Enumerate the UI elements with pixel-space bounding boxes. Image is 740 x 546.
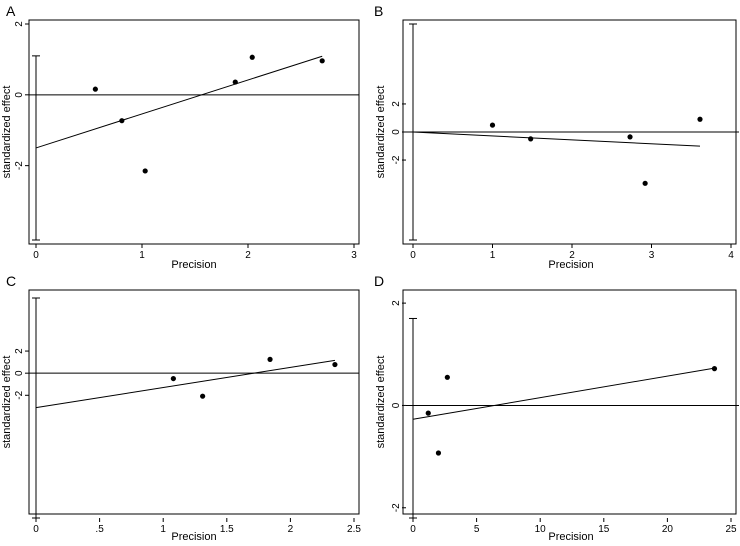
panel-d-data-point bbox=[425, 410, 431, 416]
panel-c-data-point bbox=[267, 356, 273, 362]
panel-d-data-point bbox=[444, 374, 450, 380]
panel-c-y-tick-label: -2 bbox=[14, 390, 25, 399]
panel-c-regression-line bbox=[35, 359, 335, 409]
panel-d: D Precision standardized effect 0 5 10 15 20… bbox=[374, 273, 739, 543]
panel-d-x-tick-label: 20 bbox=[662, 524, 674, 535]
panel-b-x-axis-title: Precision bbox=[548, 259, 593, 271]
panel-a-x-tick-label: 3 bbox=[351, 250, 357, 261]
panel-b-x-tick-label: 4 bbox=[728, 250, 734, 261]
panel-a-data-point bbox=[92, 86, 98, 92]
panel-a-data-point bbox=[142, 168, 148, 174]
panel-b-y-tick-label: 2 bbox=[391, 101, 402, 107]
panel-d-y-tick-label: -2 bbox=[391, 503, 402, 512]
panel-a-y-tick-label: 0 bbox=[14, 92, 25, 98]
panel-c-letter: C bbox=[6, 273, 16, 289]
panel-a-y-tick-label: -2 bbox=[14, 161, 25, 170]
panel-a-y-tick-label: 2 bbox=[14, 21, 25, 27]
panel-b-x-tick-label: 0 bbox=[410, 250, 416, 261]
panel-c-y-axis-title: standardized effect bbox=[1, 356, 13, 449]
panel-b: B Precision standardized effect 0 1 2 3 4 -2 0… bbox=[374, 3, 739, 271]
panel-d-x-axis-title: Precision bbox=[548, 531, 593, 543]
panel-b-x-tick-label: 1 bbox=[490, 250, 496, 261]
panel-b-data-point bbox=[642, 180, 648, 186]
panel-a: A Precision standardized effect 0 1 2 3 -2 0 2 bbox=[1, 3, 360, 271]
panel-b-data-point bbox=[489, 122, 496, 128]
panel-c-x-axis-title: Precision bbox=[171, 531, 216, 543]
panel-d-x-tick-label: 5 bbox=[474, 524, 480, 535]
panel-a-data-point bbox=[249, 54, 255, 60]
panel-a-data-point bbox=[319, 58, 325, 64]
panel-d-data-point bbox=[711, 366, 718, 372]
panel-c-data-point bbox=[200, 393, 206, 399]
panel-c-x-tick-label: .5 bbox=[95, 524, 104, 535]
panel-d-x-tick-label: 0 bbox=[410, 524, 416, 535]
panel-d-plot-frame bbox=[402, 289, 737, 515]
panel-b-y-axis-title: standardized effect bbox=[375, 86, 387, 179]
panel-d-x-tick-label: 15 bbox=[598, 524, 610, 535]
panel-b-letter: B bbox=[374, 3, 383, 19]
panel-b-data-point bbox=[697, 116, 703, 122]
panel-a-x-tick-label: 2 bbox=[245, 250, 251, 261]
panel-c-y-tick-label: 0 bbox=[14, 370, 25, 376]
panel-c-x-tick-label: 1 bbox=[160, 524, 166, 535]
panel-b-y-tick-label: 0 bbox=[391, 129, 402, 135]
panel-b-data-point bbox=[528, 136, 534, 142]
panel-c-plot-frame bbox=[28, 289, 360, 515]
panel-c-x-tick-label: 1.5 bbox=[220, 524, 234, 535]
panel-d-regression-line bbox=[412, 367, 715, 420]
panel-b-y-tick-label: -2 bbox=[391, 155, 402, 164]
panel-a-y-axis-title: standardized effect bbox=[1, 86, 13, 179]
panel-c-x-tick-label: 2 bbox=[288, 524, 294, 535]
panel-d-letter: D bbox=[374, 273, 384, 289]
panel-d-x-tick-label: 10 bbox=[535, 524, 547, 535]
panel-a-x-tick-label: 1 bbox=[139, 250, 145, 261]
panel-c-x-tick-label: 0 bbox=[33, 524, 39, 535]
panel-c-data-point bbox=[170, 375, 176, 382]
panel-a-data-point bbox=[232, 79, 238, 85]
panel-c: C Precision standardized effect 0 .5 1 1.5 2… bbox=[1, 273, 361, 543]
panel-b-x-tick-label: 2 bbox=[569, 250, 575, 261]
panel-d-y-tick-label: 0 bbox=[391, 402, 402, 408]
panel-d-y-axis-title: standardized effect bbox=[375, 356, 387, 449]
panel-a-data-point bbox=[119, 118, 125, 124]
panel-d-y-tick-label: 2 bbox=[391, 300, 402, 306]
panel-a-plot-frame bbox=[28, 19, 360, 245]
panel-a-x-axis-title: Precision bbox=[171, 259, 216, 271]
panel-b-data-point bbox=[627, 134, 633, 140]
panel-d-x-tick-label: 25 bbox=[725, 524, 737, 535]
panel-a-regression-line bbox=[35, 55, 323, 149]
panel-b-x-tick-label: 3 bbox=[649, 250, 655, 261]
panel-c-data-point bbox=[332, 361, 338, 368]
panel-d-data-point bbox=[435, 450, 442, 456]
panel-c-y-tick-label: 2 bbox=[14, 348, 25, 354]
panel-a-x-tick-label: 0 bbox=[33, 250, 39, 261]
panel-a-letter: A bbox=[6, 3, 16, 19]
panel-b-regression-line bbox=[412, 131, 701, 147]
panel-c-x-tick-label: 2.5 bbox=[347, 524, 361, 535]
